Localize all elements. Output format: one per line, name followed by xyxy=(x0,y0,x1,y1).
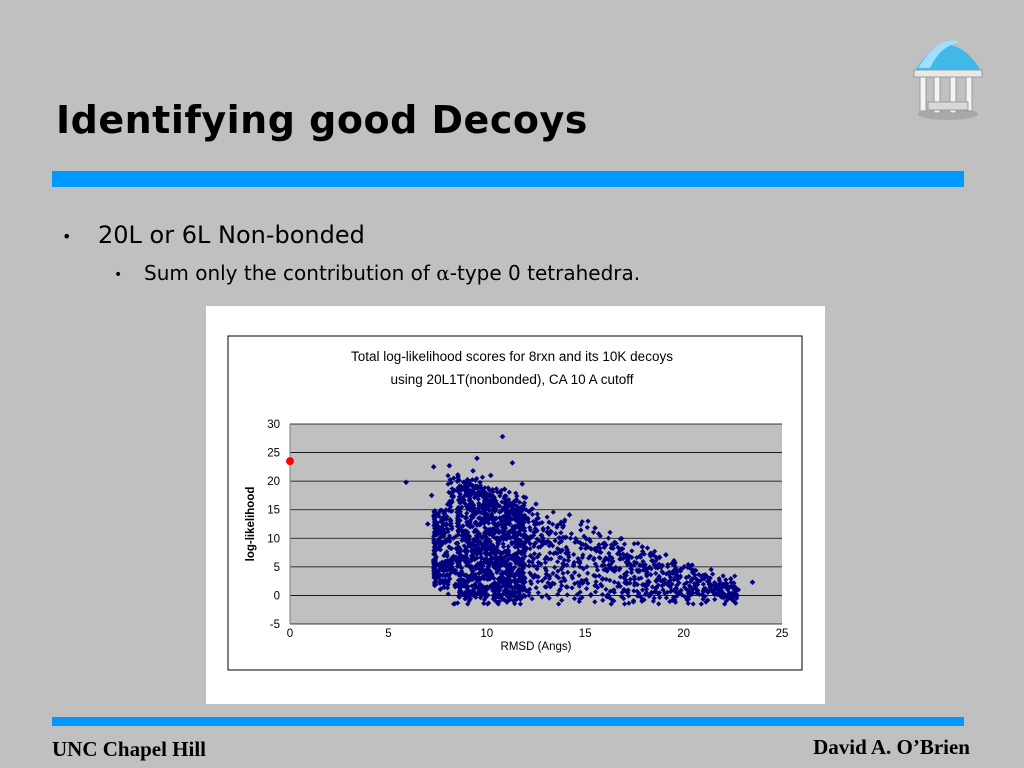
data-point xyxy=(446,462,453,469)
data-point xyxy=(686,562,693,569)
x-tick-label: 15 xyxy=(579,628,592,640)
data-point xyxy=(454,478,461,484)
bottom-accent-bar xyxy=(52,717,964,726)
data-point xyxy=(509,460,516,466)
x-tick-label: 20 xyxy=(677,628,690,640)
bullet1-text: 20L or 6L Non-bonded xyxy=(98,221,365,249)
y-tick-label: 0 xyxy=(274,590,280,602)
x-tick-labels: 0 5 10 15 20 25 xyxy=(287,628,789,640)
data-point xyxy=(592,525,598,531)
point-cloud xyxy=(431,472,742,607)
data-point xyxy=(617,536,624,542)
x-tick-label: 10 xyxy=(480,628,493,640)
old-well-icon xyxy=(913,40,983,120)
y-tick-label: 10 xyxy=(267,533,280,545)
bullet2-text-post: -type 0 tetrahedra. xyxy=(449,261,641,285)
alpha-symbol: α xyxy=(436,261,450,285)
bullet-level1: • 20L or 6L Non-bonded xyxy=(62,221,365,249)
y-tick-label: 5 xyxy=(274,562,280,574)
data-point xyxy=(470,468,476,474)
top-accent-bar xyxy=(52,171,964,187)
footer-author: David A. O’Brien xyxy=(813,735,970,759)
data-point xyxy=(487,472,494,479)
x-tick-label: 25 xyxy=(776,628,789,640)
data-point xyxy=(403,479,409,486)
slide-title: Identifying good Decoys xyxy=(56,98,588,142)
y-tick-label: 15 xyxy=(267,505,280,517)
x-tick-label: 0 xyxy=(287,628,293,640)
data-point xyxy=(663,552,669,558)
native-point xyxy=(286,457,294,466)
data-point xyxy=(749,579,756,586)
y-tick-label: 30 xyxy=(267,419,280,431)
data-point xyxy=(430,464,437,470)
bullet-level2: • Sum only the contribution of α-type 0 t… xyxy=(114,261,640,285)
data-point xyxy=(702,572,709,578)
data-point xyxy=(566,512,573,518)
chart-panel: Total log-likelihood scores for 8rxn and… xyxy=(206,306,825,704)
bullet-dot: • xyxy=(114,266,123,283)
data-point xyxy=(714,591,720,598)
footer-institution: UNC Chapel Hill xyxy=(52,737,207,761)
chart-title-line2: using 20L1T(nonbonded), CA 10 A cutoff xyxy=(391,372,634,387)
data-point xyxy=(474,455,480,462)
scatter-chart: Total log-likelihood scores for 8rxn and… xyxy=(227,335,803,671)
data-point xyxy=(731,584,738,590)
decoy-cloud xyxy=(431,472,742,607)
data-point xyxy=(728,576,734,582)
data-point xyxy=(428,492,435,499)
bullet2-text-pre: Sum only the contribution of xyxy=(144,261,437,285)
x-axis-label: RMSD (Angs) xyxy=(501,641,572,653)
y-tick-label: 20 xyxy=(267,476,280,488)
bullet-dot: • xyxy=(62,226,72,246)
y-axis-label: log-likelihood xyxy=(245,487,257,562)
data-point xyxy=(639,544,646,550)
y-tick-label: -5 xyxy=(270,619,280,631)
data-point xyxy=(499,433,506,440)
y-tick-labels: 30 25 20 15 10 5 0 -5 xyxy=(267,419,280,631)
chart-title-line1: Total log-likelihood scores for 8rxn and… xyxy=(351,349,673,364)
y-tick-label: 25 xyxy=(267,448,280,460)
x-tick-label: 5 xyxy=(385,628,391,640)
